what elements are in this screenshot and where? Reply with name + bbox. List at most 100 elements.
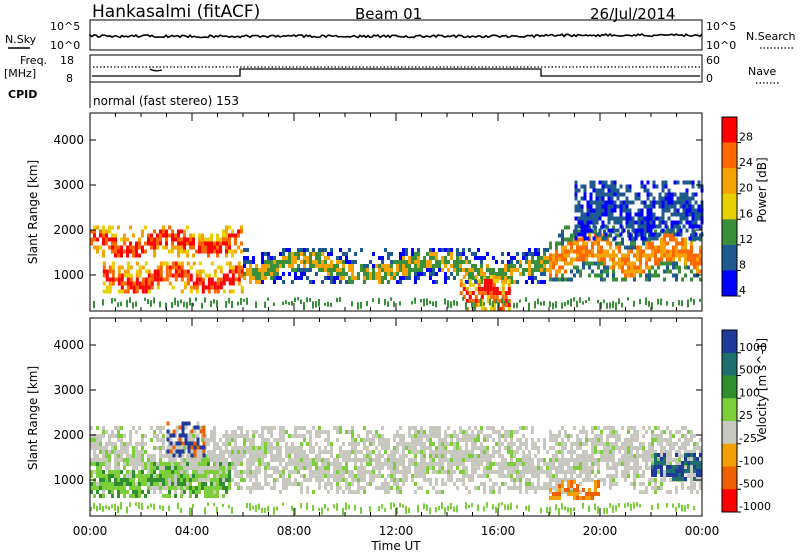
heatmap-cell bbox=[144, 462, 147, 466]
heatmap-cell bbox=[213, 478, 216, 482]
heatmap-cell bbox=[105, 430, 108, 434]
heatmap-cell bbox=[217, 266, 220, 270]
heatmap-cell bbox=[360, 302, 362, 309]
heatmap-cell bbox=[93, 458, 96, 462]
heatmap-cell bbox=[157, 282, 160, 286]
heatmap-cell bbox=[674, 205, 677, 209]
heatmap-cell bbox=[537, 256, 540, 260]
heatmap-cell bbox=[630, 438, 633, 442]
heatmap-cell bbox=[102, 486, 105, 490]
heatmap-cell bbox=[202, 278, 205, 282]
heatmap-cell bbox=[144, 298, 146, 301]
heatmap-cell bbox=[240, 478, 243, 482]
heatmap-cell bbox=[111, 434, 114, 438]
heatmap-cell bbox=[384, 272, 387, 276]
heatmap-cell bbox=[111, 250, 114, 254]
heatmap-cell bbox=[561, 462, 564, 466]
heatmap-cell bbox=[393, 462, 396, 466]
heatmap-cell bbox=[651, 454, 654, 458]
colorbar-swatch bbox=[722, 219, 737, 245]
heatmap-cell bbox=[620, 201, 623, 205]
heatmap-cell bbox=[570, 270, 573, 274]
heatmap-cell bbox=[318, 486, 321, 490]
heatmap-cell bbox=[674, 233, 677, 237]
heatmap-cell bbox=[690, 470, 693, 474]
heatmap-cell bbox=[555, 496, 558, 500]
heatmap-cell bbox=[612, 466, 615, 470]
heatmap-cell bbox=[369, 458, 372, 462]
heatmap-cell bbox=[189, 238, 192, 242]
heatmap-cell bbox=[678, 258, 681, 262]
heatmap-cell bbox=[246, 458, 249, 462]
heatmap-cell bbox=[522, 462, 525, 466]
heatmap-cell bbox=[339, 268, 342, 272]
heatmap-cell bbox=[141, 230, 144, 234]
heatmap-cell bbox=[590, 221, 593, 225]
heatmap-cell bbox=[573, 450, 576, 454]
heatmap-cell bbox=[162, 446, 165, 450]
heatmap-cell bbox=[168, 470, 171, 474]
heatmap-cell bbox=[267, 446, 270, 450]
heatmap-cell bbox=[408, 442, 411, 446]
heatmap-cell bbox=[686, 201, 689, 205]
heatmap-cell bbox=[501, 462, 504, 466]
heatmap-cell bbox=[693, 262, 696, 266]
heatmap-cell bbox=[414, 260, 417, 264]
heatmap-cell bbox=[120, 442, 123, 446]
heatmap-cell bbox=[447, 248, 450, 252]
heatmap-cell bbox=[288, 458, 291, 462]
heatmap-cell bbox=[372, 466, 375, 470]
heatmap-cell bbox=[508, 303, 511, 307]
heatmap-cell bbox=[456, 256, 459, 260]
heatmap-cell bbox=[534, 301, 536, 308]
heatmap-cell bbox=[665, 185, 668, 189]
heatmap-cell bbox=[132, 446, 135, 450]
heatmap-cell bbox=[306, 430, 309, 434]
heatmap-cell bbox=[111, 470, 114, 474]
heatmap-cell bbox=[693, 469, 696, 473]
heatmap-cell bbox=[633, 301, 635, 307]
heatmap-cell bbox=[378, 462, 381, 466]
heatmap-cell bbox=[103, 290, 106, 294]
heatmap-cell bbox=[504, 438, 507, 442]
heatmap-cell bbox=[675, 442, 678, 446]
heatmap-cell bbox=[354, 442, 357, 446]
heatmap-cell bbox=[692, 233, 695, 237]
heatmap-cell bbox=[234, 462, 237, 466]
heatmap-cell bbox=[369, 482, 372, 486]
colorbar-tick-label: 16 bbox=[739, 207, 753, 220]
heatmap-cell bbox=[327, 272, 330, 276]
heatmap-cell bbox=[657, 503, 659, 509]
heatmap-cell bbox=[608, 193, 611, 197]
heatmap-cell bbox=[687, 430, 690, 434]
heatmap-cell bbox=[656, 237, 659, 241]
heatmap-cell bbox=[207, 242, 210, 246]
heatmap-cell bbox=[148, 270, 151, 274]
heatmap-cell bbox=[621, 270, 624, 274]
heatmap-cell bbox=[204, 478, 207, 482]
heatmap-cell bbox=[633, 434, 636, 438]
heatmap-cell bbox=[435, 272, 438, 276]
heatmap-cell bbox=[603, 454, 606, 458]
heatmap-cell bbox=[578, 217, 581, 221]
heatmap-cell bbox=[360, 474, 363, 478]
heatmap-cell bbox=[483, 256, 486, 260]
heatmap-cell bbox=[546, 260, 549, 264]
heatmap-cell bbox=[312, 450, 315, 454]
heatmap-cell bbox=[166, 266, 169, 270]
heatmap-cell bbox=[642, 254, 645, 258]
heatmap-cell bbox=[641, 225, 644, 229]
heatmap-cell bbox=[477, 256, 480, 260]
heatmap-cell bbox=[567, 250, 570, 254]
heatmap-cell bbox=[297, 256, 300, 260]
heatmap-cell bbox=[578, 221, 581, 225]
heatmap-cell bbox=[666, 242, 669, 246]
heatmap-cell bbox=[576, 466, 579, 470]
heatmap-cell bbox=[148, 286, 151, 290]
heatmap-cell bbox=[504, 434, 507, 438]
heatmap-cell bbox=[300, 300, 302, 304]
heatmap-cell bbox=[288, 478, 291, 482]
heatmap-cell bbox=[375, 454, 378, 458]
heatmap-cell bbox=[474, 256, 477, 260]
heatmap-cell bbox=[627, 454, 630, 458]
